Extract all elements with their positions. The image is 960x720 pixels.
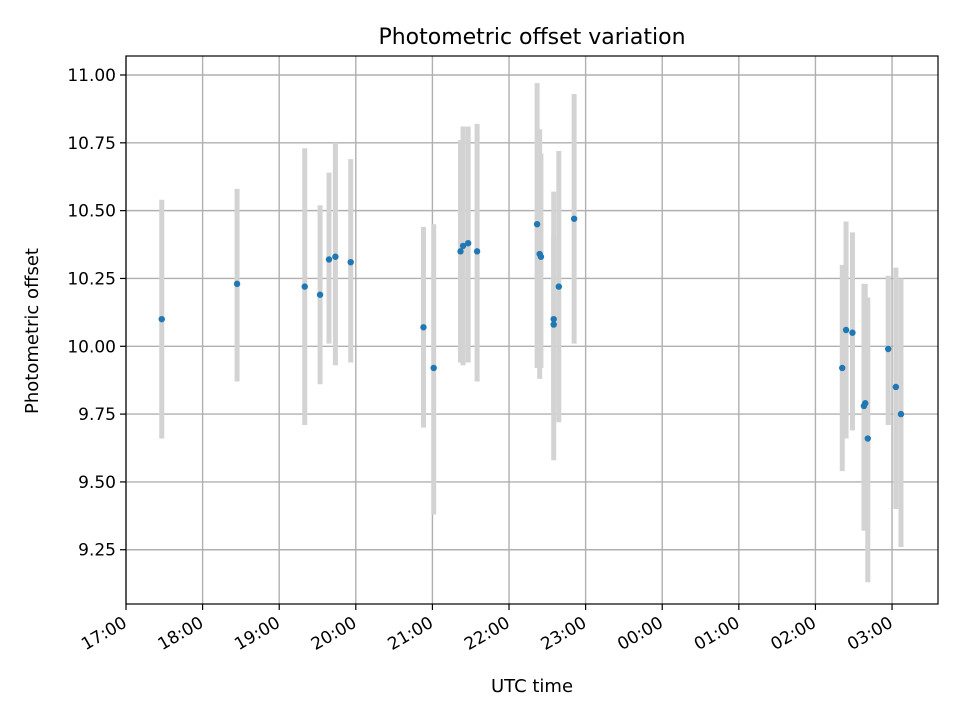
- y-tick-label: 10.75: [67, 134, 116, 154]
- data-point: [892, 383, 900, 391]
- data-point: [864, 435, 871, 442]
- data-point: [233, 280, 241, 288]
- data-point: [473, 248, 481, 255]
- data-point: [885, 345, 892, 353]
- data-point: [464, 239, 472, 247]
- y-tick-label: 9.50: [78, 473, 116, 493]
- data-point: [550, 321, 557, 328]
- y-tick-label: 10.50: [67, 202, 116, 222]
- data-point: [457, 248, 464, 255]
- data-point: [430, 364, 437, 372]
- plot-frame: [125, 55, 939, 605]
- data-point: [550, 315, 557, 323]
- y-tick-label: 11.00: [67, 66, 116, 86]
- data-point: [555, 283, 563, 290]
- y-tick-label: 9.75: [78, 405, 116, 425]
- data-point: [301, 283, 308, 290]
- data-point: [420, 324, 427, 331]
- y-tick-label: 9.25: [78, 541, 116, 561]
- data-point: [332, 253, 339, 260]
- data-point: [570, 215, 578, 222]
- data-point: [862, 400, 869, 407]
- data-point: [533, 220, 541, 228]
- data-point: [842, 326, 850, 334]
- data-point: [897, 410, 905, 418]
- data-point: [158, 315, 165, 323]
- data-point: [849, 329, 856, 336]
- y-tick-label: 10.25: [67, 269, 116, 289]
- chart-title: Photometric offset variation: [378, 25, 685, 50]
- data-points: [158, 215, 905, 442]
- x-axis-label: UTC time: [491, 676, 573, 697]
- data-point: [316, 291, 324, 298]
- data-point: [839, 364, 846, 372]
- y-axis-label: Photometric offset: [22, 248, 43, 414]
- data-point: [459, 242, 467, 250]
- y-axis-ticks: 9.25 9.50 9.75 10.00 10.25 10.50 10.75 11.00: [67, 66, 126, 561]
- grid: [125, 56, 938, 604]
- y-tick-label: 10.00: [67, 337, 116, 357]
- data-point: [537, 253, 545, 260]
- data-point: [325, 256, 333, 263]
- data-point: [347, 258, 354, 266]
